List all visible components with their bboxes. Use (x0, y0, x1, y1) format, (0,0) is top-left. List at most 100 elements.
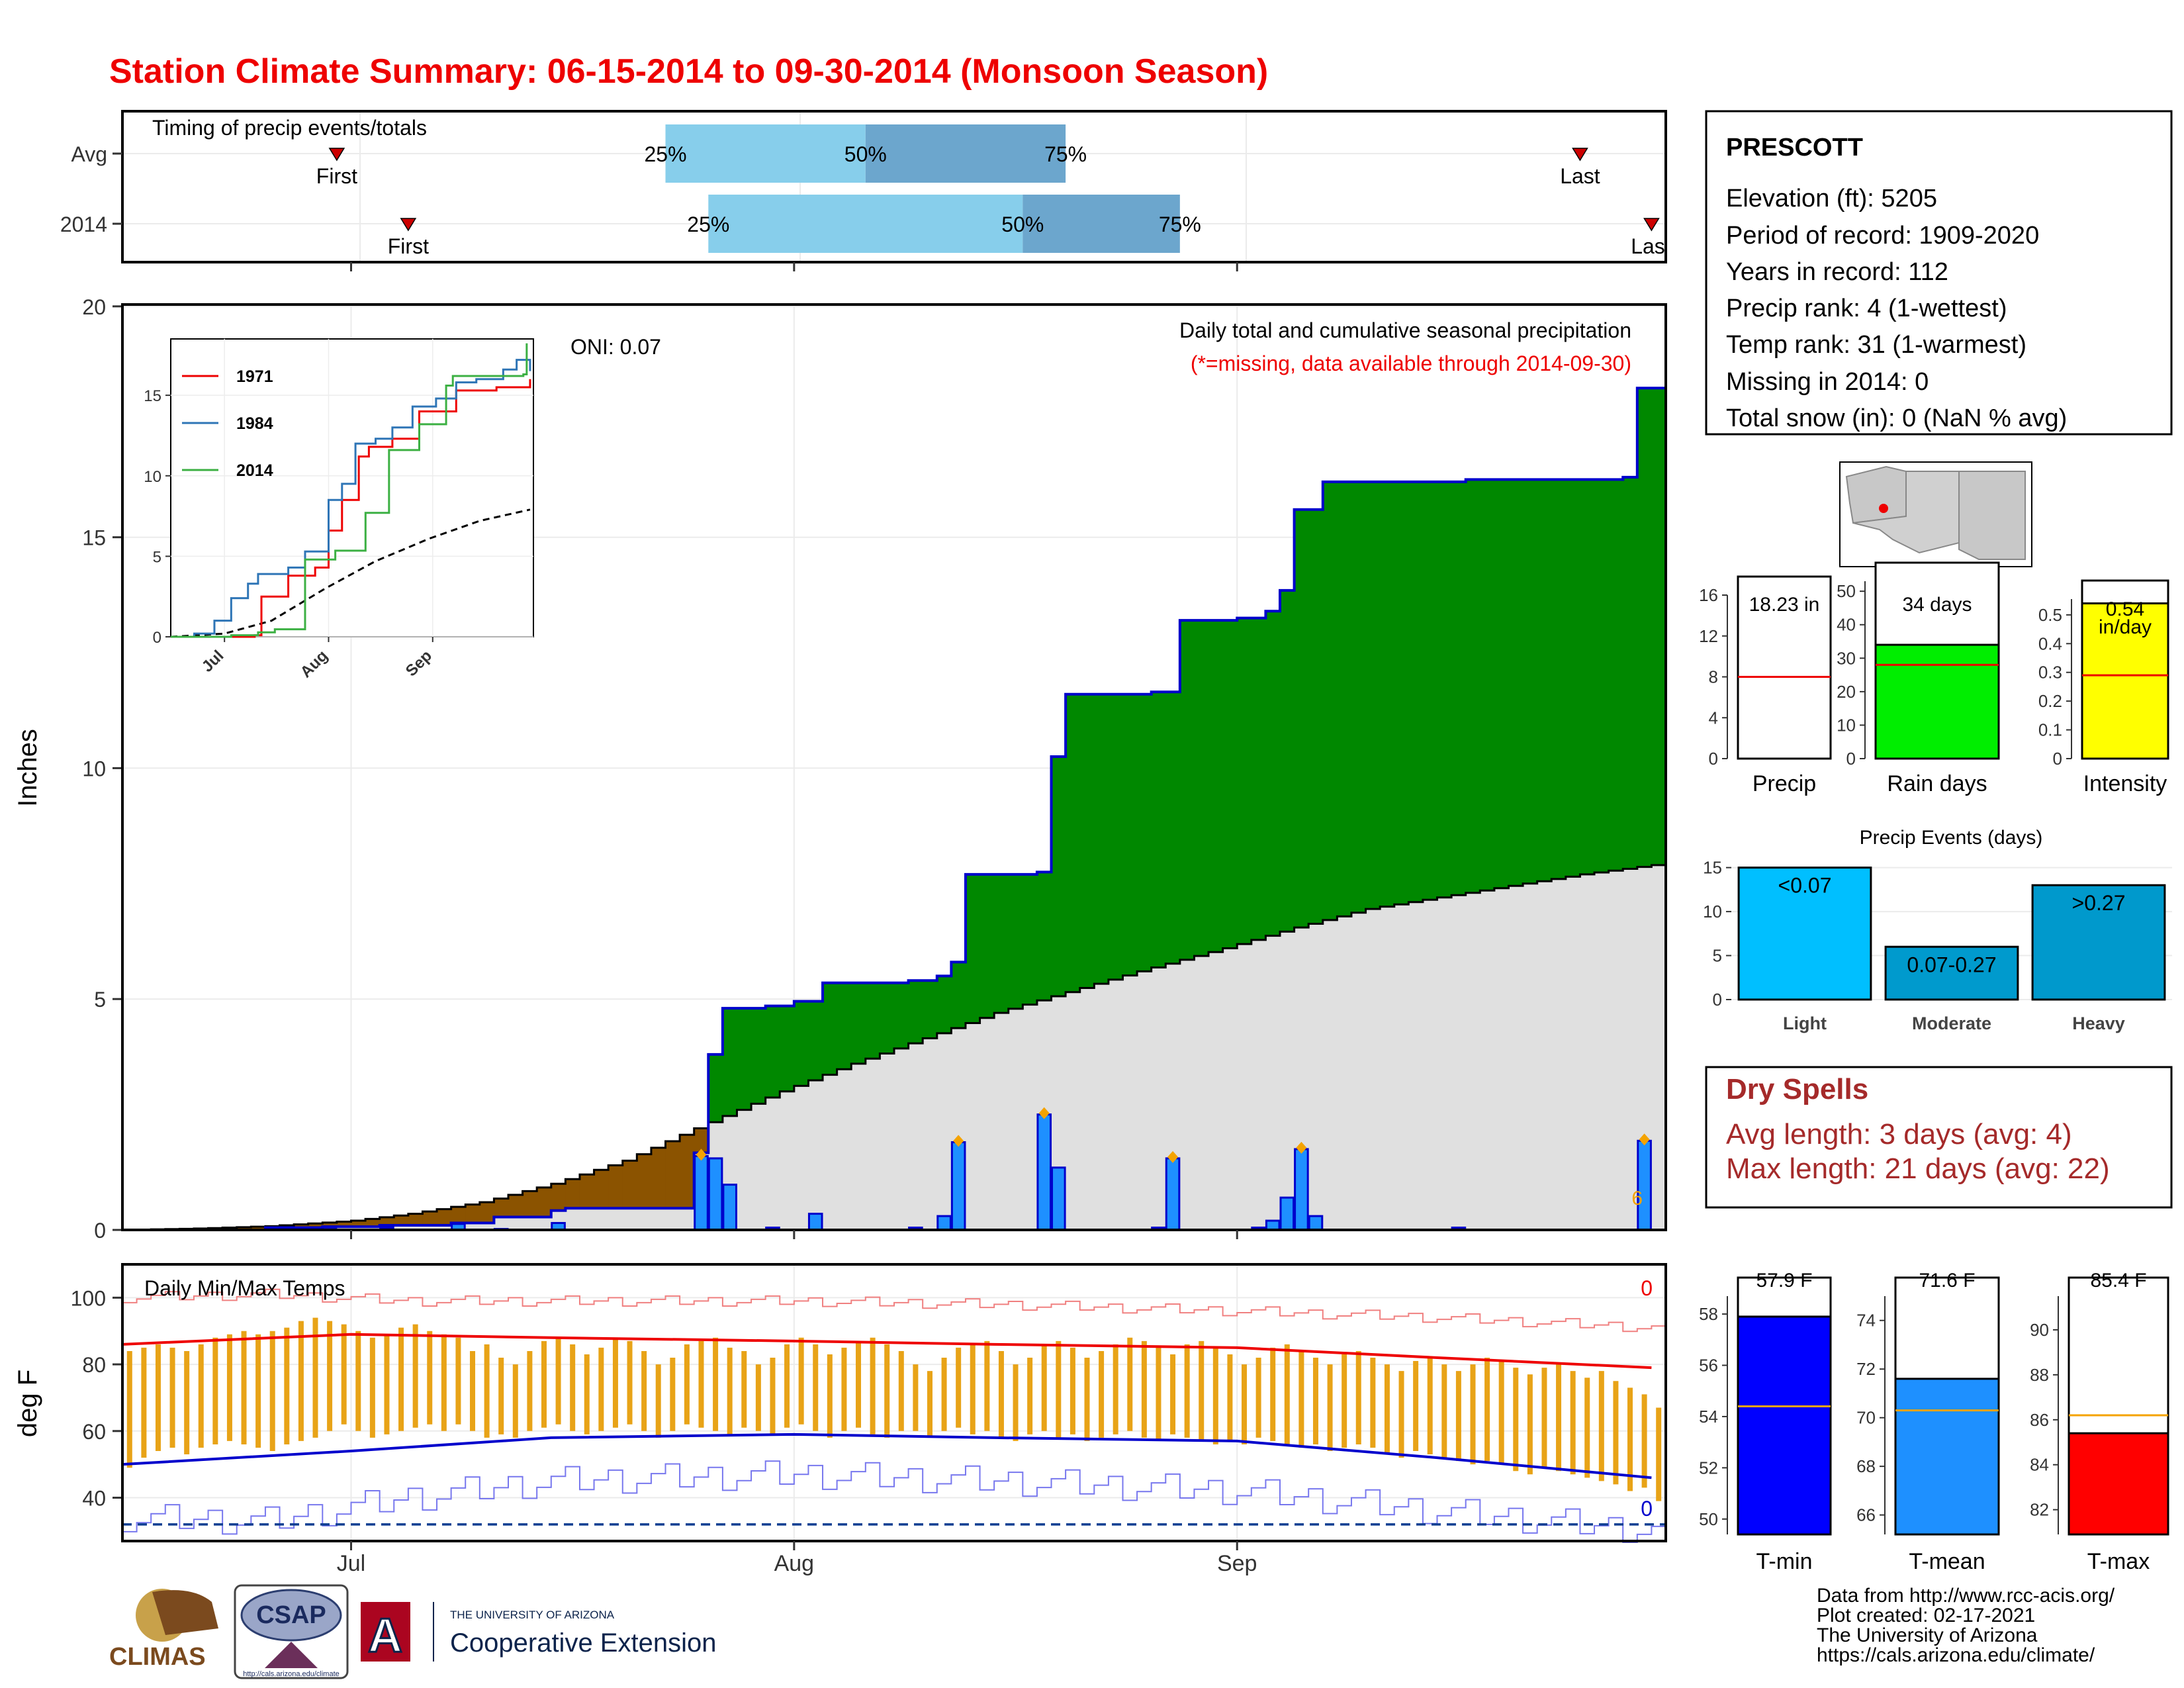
temp-y-tick-label: 60 (82, 1420, 106, 1444)
daily-precip-bar (707, 1157, 723, 1231)
station-years: Years in record: 112 (1726, 258, 1948, 286)
surplus-area-segment (965, 874, 981, 1023)
station-period: Period of record: 1909-2020 (1726, 222, 2039, 250)
inset-series-line-1984 (171, 359, 531, 638)
station-info-frame (1705, 110, 2173, 436)
precip-events-panel: Precip Events (days) 0 5 10 15 <0.07 Light 0.0… (1703, 827, 2172, 1033)
surplus-area-segment (1523, 479, 1538, 884)
record-max-count: 0 (1641, 1276, 1653, 1300)
panel-y-tick-label: 72 (1856, 1359, 1876, 1379)
surplus-area-segment (1094, 694, 1109, 984)
ua-logo-line1: THE UNIVERSITY OF ARIZONA (450, 1609, 615, 1621)
timing-row-label: Avg (71, 142, 107, 166)
surplus-area-segment (1637, 388, 1653, 867)
daily-bar-marker (1296, 1141, 1307, 1154)
surplus-area-segment (1365, 481, 1381, 910)
deficit-area-segment (336, 1221, 352, 1227)
surplus-area-segment (936, 976, 952, 1033)
deficit-area-segment (637, 1154, 652, 1209)
oni-label: ONI: 0.07 (570, 335, 661, 359)
record-max-line (122, 1288, 1666, 1333)
x-tick-label: Jul (337, 1551, 365, 1576)
figure-title: Station Climate Summary: 06-15-2014 to 0… (109, 52, 1268, 91)
panel-category-label: Rain days (1887, 771, 1987, 796)
panel-y-tick-label: 12 (1699, 626, 1718, 646)
panel-y-tick-label: 58 (1699, 1304, 1718, 1324)
surplus-area-segment (1036, 872, 1052, 1001)
panel-bar (2081, 602, 2169, 760)
observed-cumulative-line (122, 387, 1666, 1231)
timing-q50-q75-box (865, 124, 1066, 183)
daily-precip-bar (694, 1154, 709, 1231)
main-y-tick-label: 15 (82, 526, 106, 550)
daily-precip-bar (1637, 1139, 1652, 1231)
footer-plot-created: Plot created: 02-17-2021 (1817, 1605, 2035, 1626)
daily-precip-bar (1279, 1196, 1295, 1231)
inset-y-tick-label: 0 (153, 629, 161, 647)
panel-y-tick-label: 52 (1699, 1458, 1718, 1477)
main-y-tick-label: 20 (82, 295, 106, 319)
deficit-area-segment (565, 1179, 580, 1209)
surplus-area-segment (1222, 620, 1238, 949)
timing-last-label: Last (1560, 164, 1600, 188)
surplus-area-segment (1337, 481, 1352, 917)
deficit-area-segment (465, 1204, 480, 1223)
surplus-area-segment (1394, 481, 1409, 905)
deficit-area-segment (351, 1221, 366, 1227)
surplus-area-segment (1194, 620, 1209, 957)
timing-q25-q50-box (708, 195, 1023, 253)
panel-y-tick-label: 0 (1846, 749, 1856, 769)
avg-cumulative-area (122, 865, 1666, 1230)
shared-x-axis: Jul Aug Sep (337, 262, 1257, 1576)
dry-spells-box: Dry Spells Avg length: 3 days (avg: 4) M… (1705, 1066, 2173, 1209)
dry-spells-avg: Avg length: 3 days (avg: 4) (1726, 1118, 2072, 1150)
surplus-area-segment (1380, 481, 1395, 907)
timing-q50-label: 50% (844, 142, 887, 166)
inset-y-tick-label: 10 (144, 468, 161, 486)
events-bar-label: 0.07-0.27 (1907, 953, 1996, 976)
surplus-area-segment (765, 1006, 780, 1098)
climas-logo: CLIMAS (109, 1589, 218, 1671)
surplus-area-segment (837, 982, 852, 1070)
deficit-area-segment (379, 1217, 394, 1226)
daily-precip-bar (722, 1184, 737, 1231)
surplus-area-segment (1151, 692, 1166, 968)
panel-y-tick-label: 20 (1837, 682, 1856, 702)
surplus-area-segment (751, 1008, 766, 1104)
surplus-area-segment (1108, 694, 1124, 980)
events-bar (1737, 867, 1872, 1001)
main-y-tick-label: 10 (82, 757, 106, 780)
panel-y-tick-label: 70 (1856, 1408, 1876, 1428)
deficit-area-segment (365, 1219, 381, 1227)
panel-y-tick-label: 0.3 (2038, 663, 2062, 682)
daily-precip-bar (936, 1215, 952, 1231)
deficit-area-segment (622, 1160, 637, 1209)
surplus-area-segment (1480, 479, 1495, 891)
deficit-area-segment (451, 1207, 466, 1223)
panel-bar (1737, 1315, 1832, 1536)
surplus-area-segment (794, 1001, 809, 1086)
footer-credits: Data from http://www.rcc-acis.org/ Plot … (1817, 1585, 2115, 1666)
surplus-area-segment (1465, 479, 1480, 893)
surplus-area-segment (708, 1054, 723, 1123)
deficit-area-segment (236, 1227, 251, 1230)
events-y-tick-label: 0 (1713, 990, 1722, 1009)
panel-bar (1874, 643, 2000, 760)
events-bar (1884, 945, 2019, 1001)
station-snow: Total snow (in): 0 (NaN % avg) (1726, 404, 2067, 432)
temp-chart-title: Daily Min/Max Temps (144, 1276, 345, 1300)
surplus-area-segment (1580, 479, 1595, 874)
climas-logo-text: CLIMAS (109, 1643, 206, 1671)
main-precip-panel: 0 5 10 15 20 Daily total and cumulative seas… (13, 295, 1667, 1243)
climas-logo-swoosh (152, 1590, 218, 1635)
panel-value-label: 57.9 F (1756, 1270, 1812, 1291)
daily-bar-marker (696, 1149, 707, 1161)
timing-last-marker (1572, 148, 1588, 162)
station-info-box: PRESCOTT Elevation (ft): 5205 Period of … (1705, 110, 2173, 436)
events-category-label: Light (1783, 1013, 1827, 1033)
deficit-area-segment (594, 1170, 609, 1209)
avg-min-temp-line (122, 1432, 1652, 1479)
